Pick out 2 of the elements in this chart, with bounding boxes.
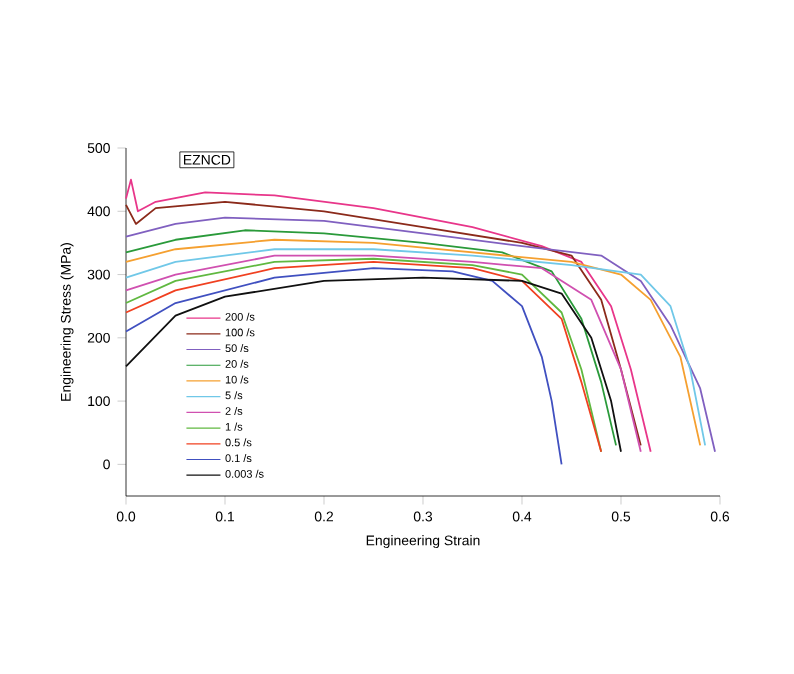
line-series <box>125 229 617 447</box>
line-series <box>125 267 563 466</box>
